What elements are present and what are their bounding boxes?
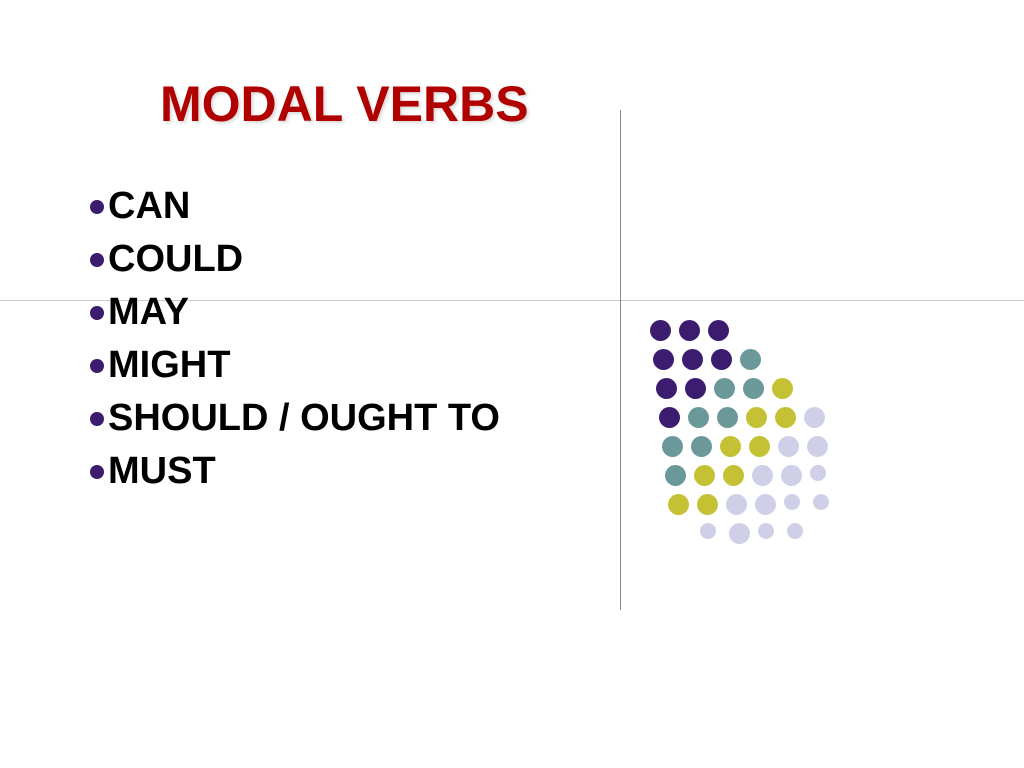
bullet-icon [90, 253, 104, 267]
decorative-dot [807, 436, 828, 457]
decorative-dot [650, 320, 671, 341]
decorative-dot [711, 349, 732, 370]
decorative-dot [784, 494, 800, 510]
decorative-dot [723, 465, 744, 486]
decorative-dot [682, 349, 703, 370]
decorative-dot [804, 407, 825, 428]
list-item: MUST [90, 450, 500, 493]
list-item: MAY [90, 291, 500, 334]
decorative-dot [708, 320, 729, 341]
decorative-dot [691, 436, 712, 457]
bullet-label: MAY [108, 291, 189, 334]
decorative-dot [813, 494, 829, 510]
list-item: CAN [90, 185, 500, 228]
decorative-dot [775, 407, 796, 428]
bullet-label: SHOULD / OUGHT TO [108, 397, 500, 440]
list-item: SHOULD / OUGHT TO [90, 397, 500, 440]
decorative-dot [810, 465, 826, 481]
decorative-dot [743, 378, 764, 399]
bullet-label: MUST [108, 450, 216, 493]
decorative-dot [688, 407, 709, 428]
slide-title: MODAL VERBS [160, 75, 529, 133]
decorative-dot [726, 494, 747, 515]
list-item: COULD [90, 238, 500, 281]
bullet-icon [90, 412, 104, 426]
decorative-dot [694, 465, 715, 486]
decorative-dot [755, 494, 776, 515]
bullet-icon [90, 200, 104, 214]
decorative-dot [740, 349, 761, 370]
decorative-dot [778, 436, 799, 457]
list-item: MIGHT [90, 344, 500, 387]
decorative-dot [679, 320, 700, 341]
decorative-dot [787, 523, 803, 539]
bullet-label: COULD [108, 238, 243, 281]
decorative-dot [720, 436, 741, 457]
decorative-dot [662, 436, 683, 457]
decorative-dot [746, 407, 767, 428]
decorative-dot [659, 407, 680, 428]
decorative-dot [752, 465, 773, 486]
vertical-divider [620, 110, 621, 610]
decorative-dot [668, 494, 689, 515]
decorative-dot [653, 349, 674, 370]
decorative-dot [749, 436, 770, 457]
bullet-icon [90, 359, 104, 373]
bullet-label: CAN [108, 185, 190, 228]
decorative-dot [714, 378, 735, 399]
decorative-dot [700, 523, 716, 539]
bullet-label: MIGHT [108, 344, 230, 387]
bullet-icon [90, 306, 104, 320]
decorative-dot [717, 407, 738, 428]
decorative-dot [772, 378, 793, 399]
decorative-dot [665, 465, 686, 486]
decorative-dot [781, 465, 802, 486]
decorative-dot [697, 494, 718, 515]
decorative-dot [758, 523, 774, 539]
bullet-list: CAN COULD MAY MIGHT SHOULD / OUGHT TO MU… [90, 185, 500, 503]
bullet-icon [90, 465, 104, 479]
decorative-dot [685, 378, 706, 399]
decorative-dot [729, 523, 750, 544]
decorative-dot [656, 378, 677, 399]
